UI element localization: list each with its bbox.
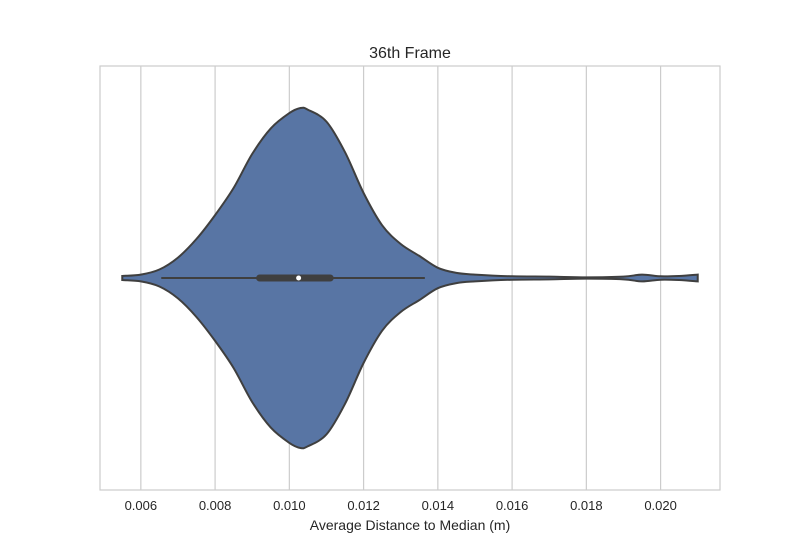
median-point — [296, 275, 302, 281]
x-tick-label: 0.020 — [644, 498, 677, 513]
x-tick-label: 0.012 — [347, 498, 380, 513]
x-tick-label: 0.010 — [273, 498, 306, 513]
plot-frame — [99, 65, 721, 491]
x-tick-labels: 0.006 0.008 0.010 0.012 0.014 0.016 0.018 0.020 — [125, 498, 677, 513]
x-tick-label: 0.006 — [125, 498, 158, 513]
chart-title: 36th Frame — [369, 45, 451, 62]
x-tick-label: 0.018 — [570, 498, 603, 513]
x-tick-label: 0.008 — [199, 498, 232, 513]
x-tick-label: 0.014 — [422, 498, 455, 513]
x-tick-label: 0.016 — [496, 498, 529, 513]
x-axis-label: Average Distance to Median (m) — [310, 517, 511, 533]
